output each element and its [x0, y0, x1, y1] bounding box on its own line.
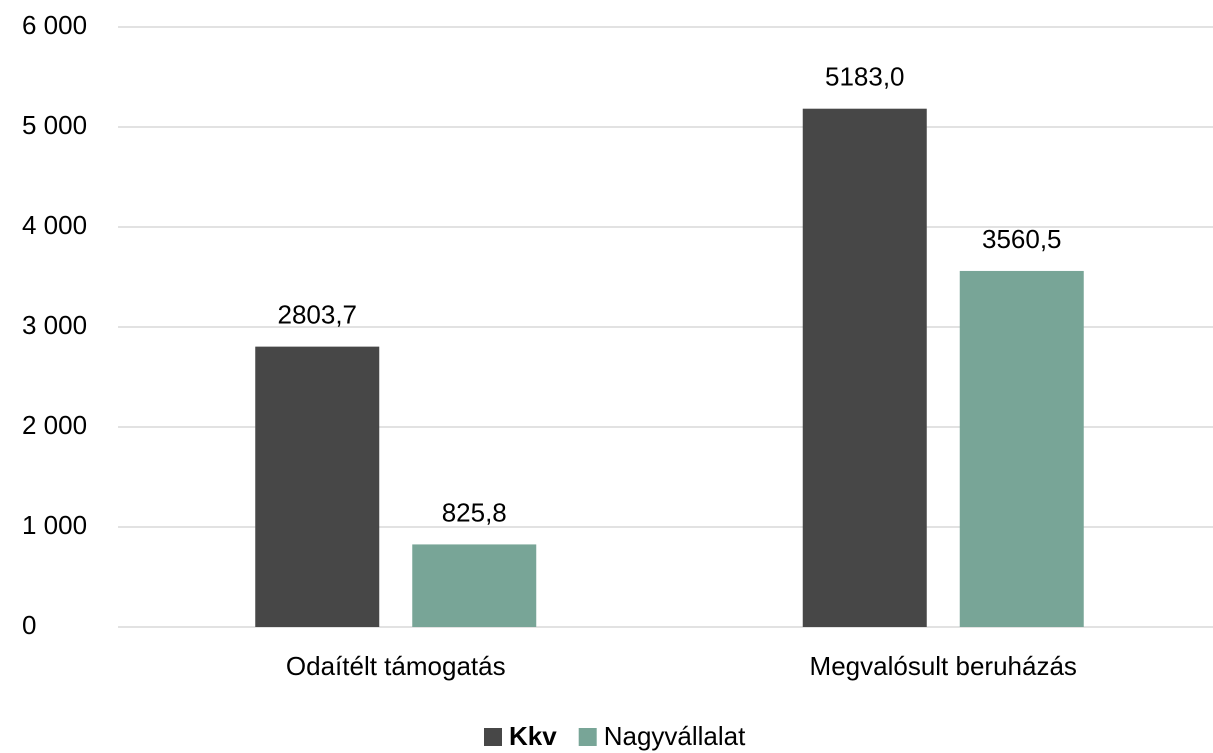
legend-swatch [484, 728, 502, 746]
y-tick-label: 2 000 [22, 410, 87, 440]
y-tick-label: 1 000 [22, 510, 87, 540]
legend-label: Nagyvállalat [604, 721, 746, 751]
y-tick-label: 0 [22, 610, 36, 640]
legend-swatch [578, 728, 597, 746]
y-tick-label: 6 000 [22, 10, 87, 40]
data-label: 3560,5 [982, 224, 1062, 254]
y-tick-label: 5 000 [22, 110, 87, 140]
y-tick-label: 3 000 [22, 310, 87, 340]
y-tick-label: 4 000 [22, 210, 87, 240]
bar [412, 544, 537, 627]
data-label: 2803,7 [277, 300, 357, 330]
bar [802, 108, 927, 627]
bar [255, 346, 380, 627]
data-label: 5183,0 [825, 62, 905, 92]
legend-label: Kkv [509, 721, 557, 751]
bar [959, 270, 1084, 627]
x-tick-label: Megvalósult beruházás [810, 651, 1077, 681]
data-label: 825,8 [442, 497, 507, 527]
x-tick-label: Odaítélt támogatás [286, 651, 506, 681]
